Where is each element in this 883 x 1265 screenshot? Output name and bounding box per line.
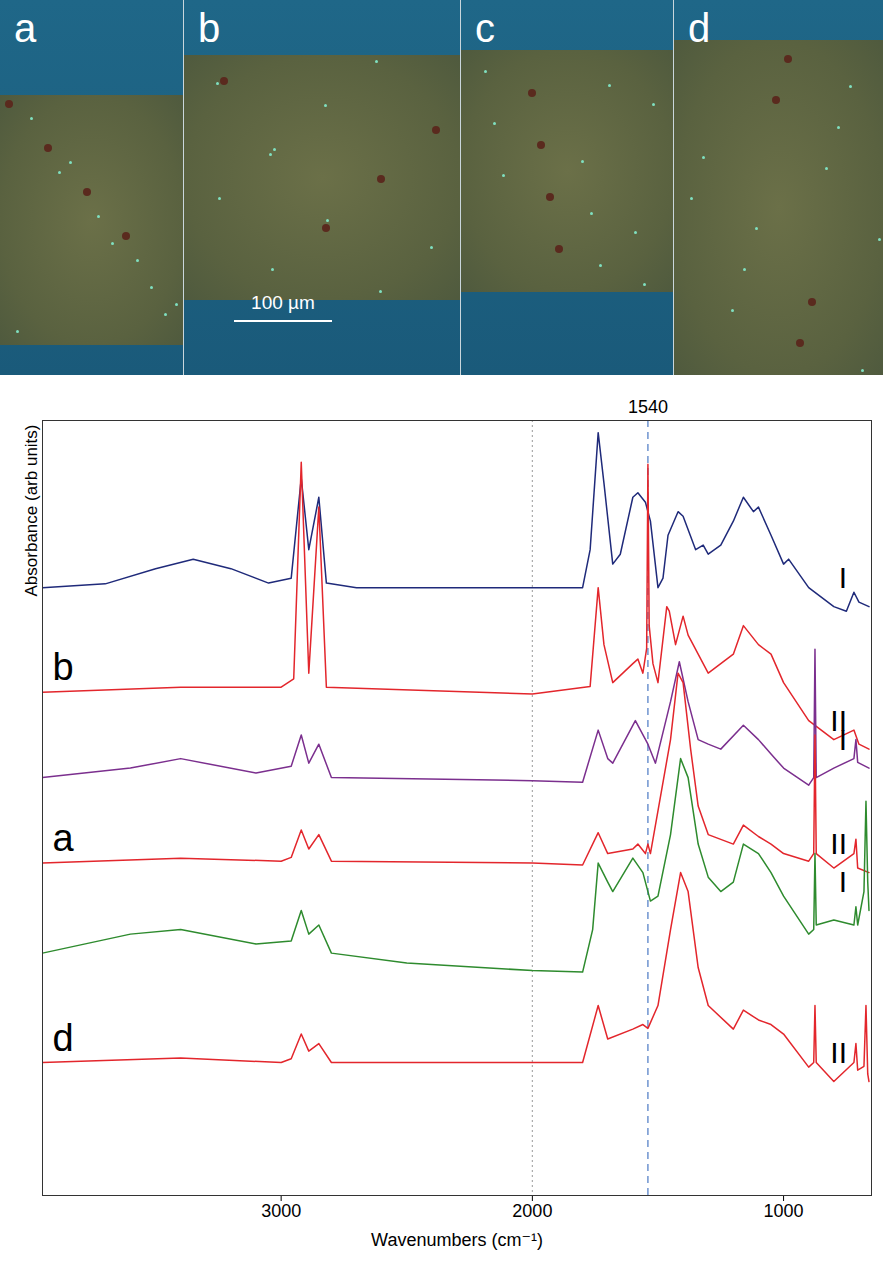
svg-text:a: a: [53, 817, 75, 859]
svg-text:II: II: [830, 703, 847, 737]
html-text:100 µm: 100 µm: [251, 292, 315, 313]
svg-text:II: II: [830, 1036, 847, 1069]
svg-text:1000: 1000: [764, 1201, 804, 1221]
svg-text:1540: 1540: [628, 397, 668, 417]
html-text:a: a: [14, 6, 37, 50]
svg-text:3000: 3000: [261, 1201, 301, 1221]
svg-text:I: I: [839, 865, 847, 898]
svg-text:Absorbance (arb units): Absorbance (arb units): [22, 425, 41, 597]
svg-text:I: I: [839, 723, 847, 756]
svg-text:b: b: [53, 646, 74, 688]
svg-text:I: I: [839, 561, 847, 594]
html-text:b: b: [198, 6, 221, 50]
html-text:c: c: [475, 6, 495, 50]
svg-text:2000: 2000: [512, 1201, 552, 1221]
svg-text:Wavenumbers (cm⁻¹): Wavenumbers (cm⁻¹): [371, 1230, 543, 1250]
html-text:d: d: [688, 6, 711, 50]
svg-text:d: d: [53, 1017, 74, 1059]
svg-text:II: II: [830, 827, 847, 860]
